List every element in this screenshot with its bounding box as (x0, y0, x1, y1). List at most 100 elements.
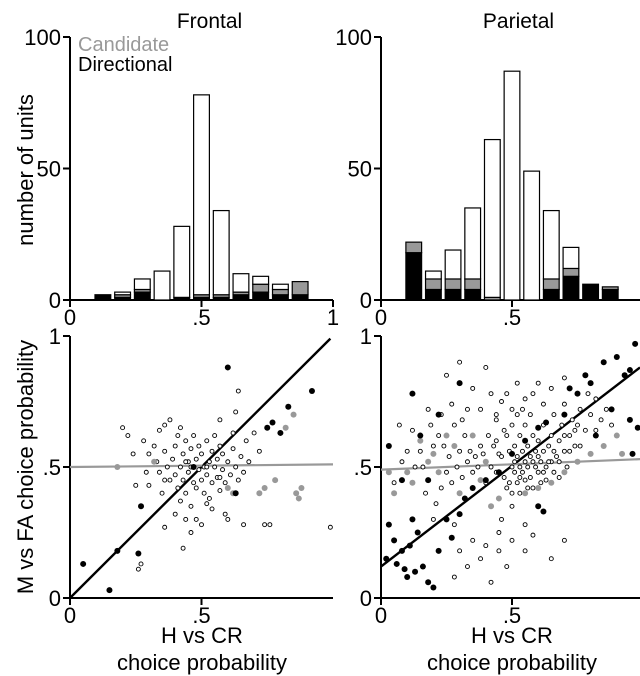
parietal-scatter-point-candidate (482, 458, 489, 465)
parietal-scatter-point-candidate (451, 443, 458, 450)
parietal-scatter-point-other (525, 464, 531, 470)
parietal-scatter-point-other (543, 477, 549, 483)
frontal-scatter-point-other (209, 448, 215, 454)
frontal-scatter-point-candidate (261, 484, 268, 491)
parietal-hist-bar-candidate (464, 278, 482, 291)
parietal-scatter-point-other (504, 564, 510, 570)
parietal-scatter-point-directional (535, 503, 542, 510)
parietal-scatter-point-other (535, 469, 541, 475)
frontal-scatter-point-other (217, 488, 223, 494)
frontal-scatter-point-other (212, 464, 218, 470)
parietal-scatter-point-other (483, 543, 489, 549)
parietal-scatter-point-other (509, 503, 515, 509)
frontal-scatter-point-other (183, 438, 189, 444)
parietal-scatter-point-candidate (535, 484, 542, 491)
parietal-scatter-point-other (438, 485, 444, 491)
frontal-scatter-point-other (156, 427, 162, 433)
frontal-scatter-point-other (246, 459, 252, 465)
parietal-scatter-point-other (559, 422, 565, 428)
parietal-hist-bar-other (444, 249, 462, 280)
frontal-hist-x-tick-label: 0 (64, 305, 76, 330)
parietal-scatter-point-directional (566, 385, 573, 392)
parietal-scatter-point-directional (417, 432, 424, 439)
frontal-scatter-point-other (151, 443, 157, 449)
parietal-scatter-point-other (530, 433, 536, 439)
parietal-scatter-point-other (520, 406, 525, 412)
parietal-scatter-point-other (509, 406, 515, 412)
parietal-scatter-point-other (540, 401, 546, 407)
parietal-scatter-point-directional (435, 547, 442, 554)
parietal-scatter-point-other (457, 448, 463, 454)
frontal-hist-bar-directional (252, 291, 270, 301)
frontal-scatter-point-other (235, 388, 241, 394)
frontal-hist-bar-directional (232, 294, 250, 301)
parietal-scatter-point-directional (425, 477, 432, 484)
frontal-scatter-point-other (183, 490, 189, 496)
frontal-scatter-point-directional (224, 364, 231, 371)
parietal-scatter-point-other (499, 454, 504, 459)
parietal-scatter-point-other (485, 433, 491, 439)
parietal-scatter-point-other (517, 433, 523, 439)
parietal-scatter-point-other (514, 380, 520, 386)
parietal-scatter-point-directional (543, 419, 550, 426)
frontal-scatter-point-other (162, 524, 168, 530)
frontal-hist-bar-other (193, 94, 210, 296)
parietal-scatter-point-other (467, 448, 473, 454)
frontal-scatter-point-directional (114, 547, 121, 554)
parietal-scatter-point-other (527, 412, 533, 418)
parietal-scatter-point-other (530, 532, 536, 538)
parietal-hist-y-tick-label: 50 (348, 157, 372, 182)
parietal-hist-bar-directional (562, 275, 580, 301)
frontal-scatter-point-other (233, 464, 239, 470)
parietal-scatter-point-candidate (417, 437, 424, 444)
frontal-hist-bar-directional (271, 294, 289, 301)
frontal-scatter-point-other (196, 443, 202, 449)
parietal-scatter-point-other (499, 516, 504, 522)
frontal-scatter-point-other (204, 472, 210, 478)
parietal-scatter-point-candidate (587, 450, 594, 457)
frontal-scatter-point-other (188, 530, 194, 535)
parietal-scatter-point-other (567, 448, 573, 454)
frontal-scatter-point-other (209, 480, 215, 486)
parietal-scatter-point-directional (634, 424, 640, 431)
parietal-hist-bar-directional (424, 288, 442, 301)
parietal-scatter-point-other (540, 448, 546, 454)
frontal-scatter-point-other (162, 448, 168, 454)
parietal-scatter-point-other (546, 459, 552, 465)
frontal-hist-bar-other (114, 291, 132, 296)
frontal-hist-x-tick-label: 1 (327, 305, 339, 330)
parietal-scatter-point-other (488, 579, 494, 585)
frontal-hist-bar-candidate (291, 280, 309, 296)
parietal-scatter-point-other (533, 464, 539, 470)
parietal-scatter-point-directional (561, 411, 568, 418)
parietal-scatter-point-other (561, 433, 567, 439)
parietal-scatter-point-other (538, 459, 544, 465)
frontal-scatter-point-directional (232, 490, 239, 497)
parietal-scatter-point-other (504, 433, 510, 439)
parietal-scatter-point-other (478, 406, 484, 412)
parietal-scatter-point-directional (419, 563, 426, 570)
parietal-scatter-point-directional (600, 359, 607, 366)
frontal-scatter-point-other (262, 522, 268, 528)
frontal-scatter-point-candidate (272, 477, 279, 484)
frontal-scatter-point-other (220, 467, 225, 473)
parietal-hist-bar-candidate (562, 267, 580, 277)
frontal-scatter-point-candidate (256, 490, 263, 497)
legend-directional: Directional (78, 54, 172, 76)
parietal-scatter-point-directional (391, 537, 398, 544)
parietal-hist-bar-other (523, 170, 541, 301)
parietal-histogram: 0 .5 0 50 100 Parietal (335, 10, 640, 330)
parietal-scatter-point-other (593, 396, 599, 402)
parietal-scatter-point-directional (398, 477, 405, 484)
frontal-hist-bar-other (173, 225, 191, 298)
frontal-hist-bar-other (232, 273, 250, 293)
parietal-scatter-point-other (433, 501, 439, 507)
parietal-scatter-point-directional (509, 450, 515, 457)
parietal-scatter-point-other (582, 427, 588, 433)
parietal-scatter-point-other (593, 427, 599, 433)
frontal-scatter-point-other (188, 446, 194, 452)
frontal-scatter-point-other (204, 501, 210, 507)
frontal-scatter-point-other (235, 477, 241, 483)
parietal-scatter-point-other (514, 454, 520, 459)
parietal-scatter-point-directional (414, 529, 421, 536)
